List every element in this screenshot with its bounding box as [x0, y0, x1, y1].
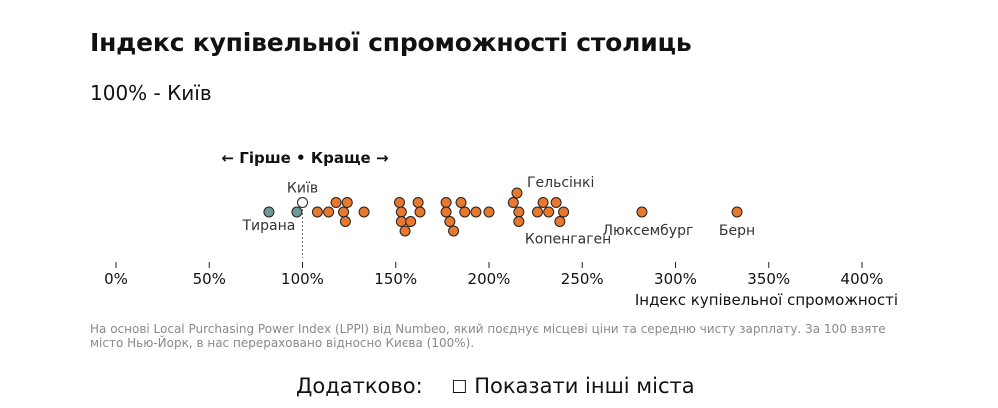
point-label: Тирана [242, 218, 296, 234]
data-point[interactable] [291, 206, 303, 218]
point-label: Гельсінкі [527, 175, 594, 191]
data-point[interactable] [444, 216, 456, 227]
x-tick-label: 0% [104, 270, 128, 288]
data-points [263, 187, 743, 237]
data-point[interactable] [395, 206, 407, 218]
data-point[interactable] [339, 216, 351, 227]
data-point[interactable] [531, 206, 543, 218]
extra-controls: Додатково: ☐ Показати інші міста [296, 374, 695, 398]
data-point[interactable] [507, 197, 519, 208]
point-Гельсінкі[interactable] [511, 187, 523, 199]
point-Берн[interactable] [731, 206, 743, 218]
chart-subtitle: 100% - Київ [90, 81, 212, 105]
extra-label: Додатково: [296, 374, 423, 398]
checkbox-icon[interactable]: ☐ [451, 377, 468, 398]
x-tick-label: 350% [747, 270, 790, 288]
x-tick-label: 100% [281, 270, 324, 288]
point-Київ[interactable] [297, 197, 308, 208]
show-other-cities-checkbox[interactable]: ☐ Показати інші міста [451, 374, 694, 398]
point-label: Копенгаген [525, 232, 611, 248]
beeswarm-chart: 0% 50% 100% 150% 200% 250% 300% 350% 400% ← Гірш… [104, 149, 898, 309]
data-point[interactable] [323, 206, 335, 218]
point-Люксембург[interactable] [636, 206, 648, 218]
point-Тирана[interactable] [263, 206, 275, 218]
x-tick-label: 250% [561, 270, 604, 288]
data-point[interactable] [537, 197, 549, 208]
data-point[interactable] [395, 216, 407, 227]
x-axis: 0% 50% 100% 150% 200% 250% 300% 350% 400% [104, 262, 883, 288]
data-point[interactable] [311, 206, 323, 218]
x-axis-label: Індекс купівельної спроможності [635, 291, 898, 309]
data-point[interactable] [341, 197, 353, 208]
x-tick-label: 50% [193, 270, 226, 288]
direction-label: ← Гірше • Краще → [221, 149, 388, 167]
data-point[interactable] [330, 197, 342, 208]
data-point[interactable] [513, 206, 525, 218]
data-point[interactable] [455, 197, 467, 208]
data-point[interactable] [470, 206, 482, 218]
chart-title: Індекс купівельної спроможності столиць [90, 28, 692, 57]
data-point[interactable] [440, 206, 452, 218]
x-tick-label: 400% [841, 270, 884, 288]
source-note: На основі Local Purchasing Power Index (… [90, 322, 886, 350]
x-tick-label: 300% [654, 270, 697, 288]
data-point[interactable] [554, 216, 566, 227]
x-tick-label: 150% [374, 270, 417, 288]
point-label: Київ [287, 181, 318, 197]
data-point[interactable] [550, 197, 562, 208]
checkbox-label[interactable]: Показати інші міста [474, 374, 695, 398]
point-label: Берн [719, 223, 755, 239]
data-point[interactable] [405, 216, 417, 227]
data-point[interactable] [412, 197, 424, 208]
point-label: Люксембург [603, 223, 694, 239]
data-point[interactable] [440, 197, 452, 208]
data-point[interactable] [459, 206, 471, 218]
data-point[interactable] [338, 206, 350, 218]
data-point[interactable] [483, 206, 495, 218]
point-Копенгаген[interactable] [513, 216, 525, 227]
x-tick-label: 200% [468, 270, 511, 288]
data-point[interactable] [358, 206, 370, 218]
data-point[interactable] [393, 197, 405, 208]
data-point[interactable] [543, 206, 555, 218]
data-point[interactable] [414, 206, 426, 218]
data-point[interactable] [399, 225, 411, 237]
data-point[interactable] [448, 225, 460, 237]
data-point[interactable] [558, 206, 570, 218]
